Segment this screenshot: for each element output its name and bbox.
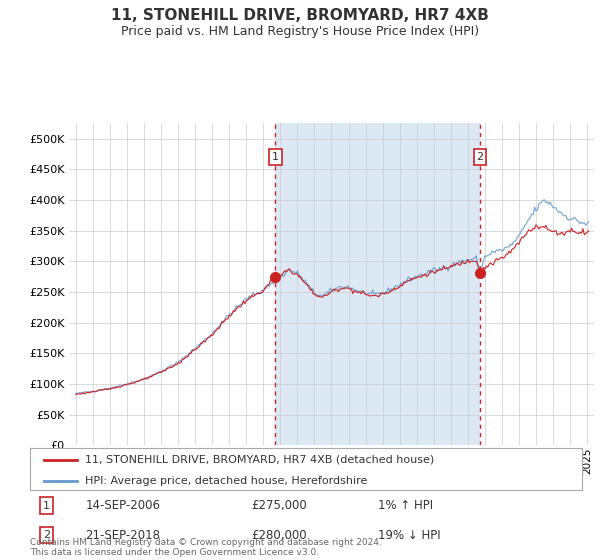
Bar: [275, 123, 480, 445]
Text: 11, STONEHILL DRIVE, BROMYARD, HR7 4XB (detached house): 11, STONEHILL DRIVE, BROMYARD, HR7 4XB (…: [85, 455, 434, 465]
Text: 19% ↓ HPI: 19% ↓ HPI: [378, 529, 440, 542]
Text: 14-SEP-2006: 14-SEP-2006: [85, 499, 160, 512]
Text: HPI: Average price, detached house, Herefordshire: HPI: Average price, detached house, Here…: [85, 476, 368, 486]
Text: 11, STONEHILL DRIVE, BROMYARD, HR7 4XB: 11, STONEHILL DRIVE, BROMYARD, HR7 4XB: [111, 8, 489, 24]
Text: 2: 2: [43, 530, 50, 540]
Text: 1: 1: [272, 152, 279, 162]
Text: £275,000: £275,000: [251, 499, 307, 512]
Text: 2: 2: [476, 152, 484, 162]
Text: 21-SEP-2018: 21-SEP-2018: [85, 529, 160, 542]
Text: 1% ↑ HPI: 1% ↑ HPI: [378, 499, 433, 512]
Text: 1: 1: [43, 501, 50, 511]
Text: Contains HM Land Registry data © Crown copyright and database right 2024.
This d: Contains HM Land Registry data © Crown c…: [30, 538, 382, 557]
Text: Price paid vs. HM Land Registry's House Price Index (HPI): Price paid vs. HM Land Registry's House …: [121, 25, 479, 38]
Text: £280,000: £280,000: [251, 529, 307, 542]
